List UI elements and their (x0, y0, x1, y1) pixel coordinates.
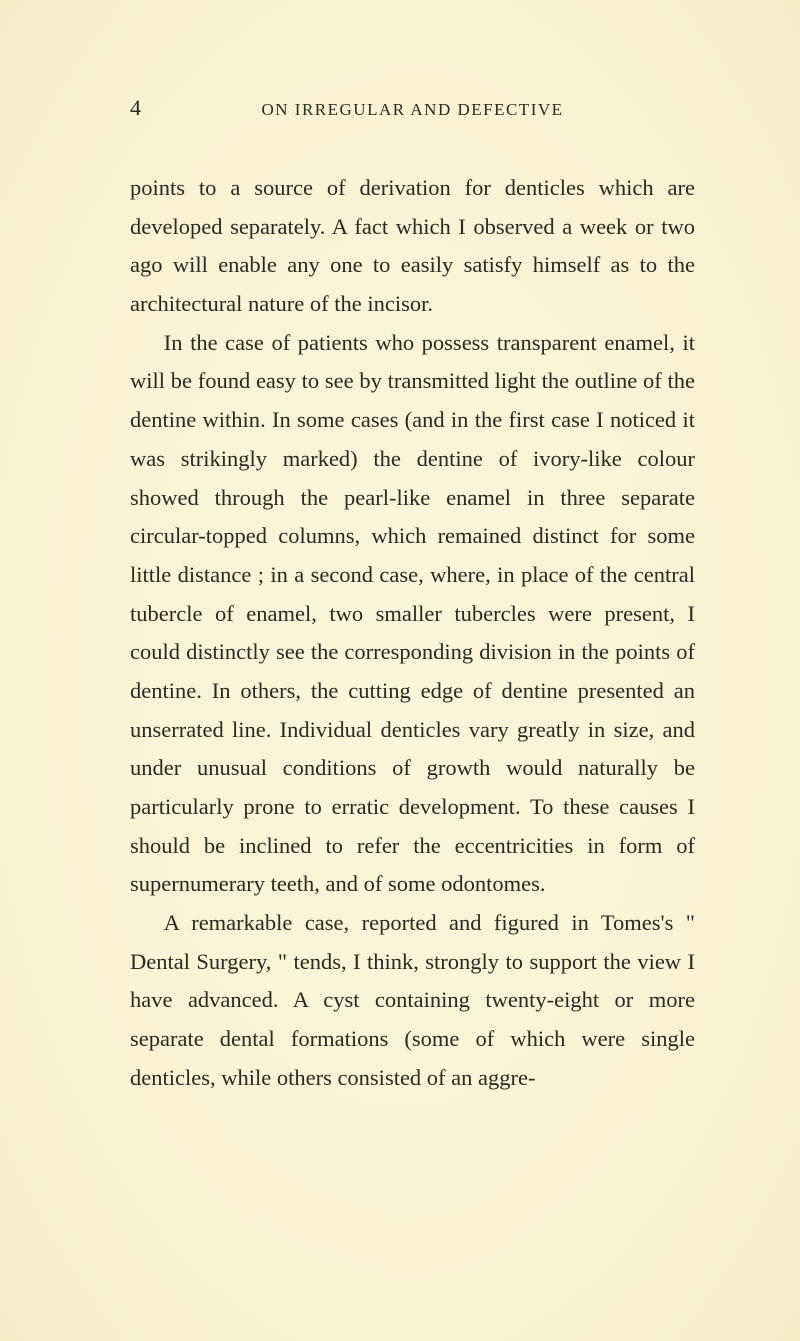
paragraph-3: A remarkable case, reported and figured … (130, 904, 695, 1097)
page-container: 4 ON IRREGULAR AND DEFECTIVE points to a… (0, 0, 800, 1341)
paragraph-2: In the case of patients who possess tran… (130, 324, 695, 904)
running-title: ON IRREGULAR AND DEFECTIVE (262, 100, 564, 120)
paragraph-1: points to a source of derivation for den… (130, 169, 695, 324)
page-number: 4 (130, 95, 142, 121)
page-header: 4 ON IRREGULAR AND DEFECTIVE (130, 95, 695, 121)
body-text: points to a source of derivation for den… (130, 169, 695, 1098)
